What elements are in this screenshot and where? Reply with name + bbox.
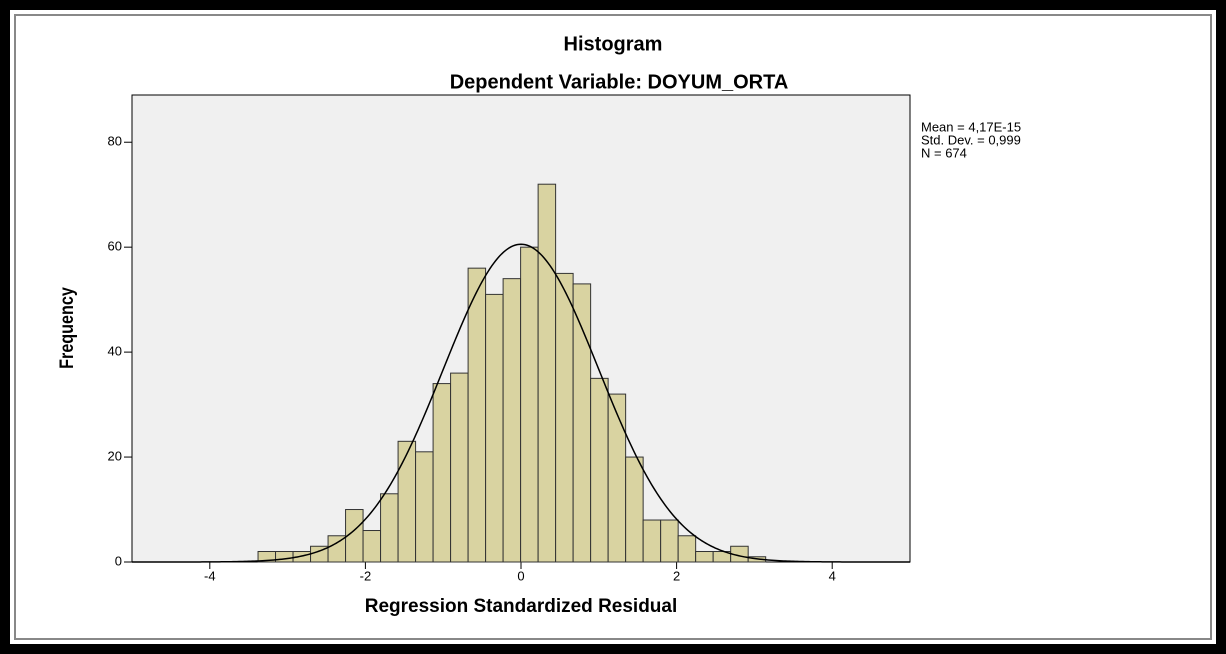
x-axis-label: Regression Standardized Residual: [365, 596, 678, 617]
bar: [572, 283, 592, 563]
bar: [485, 293, 504, 563]
x-tick-label: 0: [517, 568, 524, 583]
y-tick-label: 0: [115, 553, 122, 568]
y-axis-label: Frequency: [56, 287, 78, 369]
bar: [415, 451, 434, 563]
bar: [502, 278, 522, 563]
stat-mean: Mean = 4,17E-15: [921, 119, 1021, 134]
chart-title: Histogram: [564, 33, 663, 55]
y-tick-label: 80: [108, 134, 122, 149]
bar: [677, 535, 697, 563]
x-tick-label: 4: [829, 568, 836, 583]
bar: [275, 551, 294, 563]
bar: [625, 456, 644, 563]
bar: [555, 272, 574, 563]
inner-frame: [14, 14, 1212, 640]
x-tick-label: -2: [360, 568, 372, 583]
bar: [642, 519, 662, 563]
bar: [397, 440, 417, 563]
bar: [590, 377, 609, 563]
bar: [695, 551, 714, 563]
bar: [380, 493, 399, 563]
stat-std-dev: Std. Dev. = 0,999: [921, 132, 1021, 147]
bar: [520, 246, 539, 563]
y-tick-label: 40: [108, 344, 122, 359]
stat-n: N = 674: [921, 145, 967, 160]
chart-subtitle: Dependent Variable: DOYUM_ORTA: [450, 71, 789, 93]
bar: [432, 383, 452, 563]
x-tick-label: 2: [673, 568, 680, 583]
bar: [660, 519, 679, 563]
y-tick-label: 20: [108, 448, 122, 463]
y-tick-label: 60: [108, 239, 122, 254]
bar: [467, 267, 487, 563]
bar: [362, 530, 382, 563]
bar: [537, 183, 557, 563]
normal-curve: [132, 243, 910, 563]
x-tick-label: -4: [204, 568, 216, 583]
bar: [450, 372, 469, 563]
bar: [607, 393, 627, 563]
